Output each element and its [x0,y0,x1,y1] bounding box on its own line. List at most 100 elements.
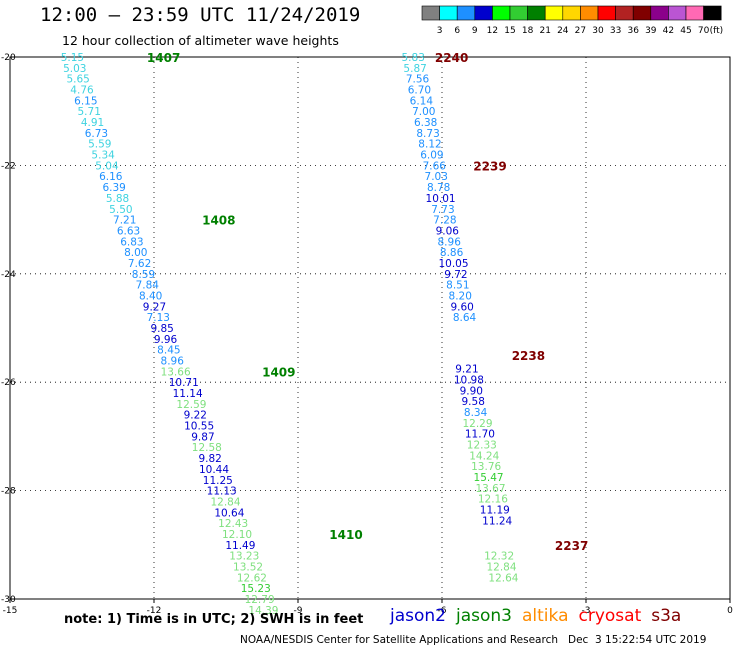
swh-value: 11.24 [482,515,512,527]
track-label: 1410 [329,528,362,542]
swh-value: 7.56 [406,74,430,86]
page-subtitle: 12 hour collection of altimeter wave hei… [62,33,339,48]
swh-value: 9.27 [143,301,166,313]
swh-value: 12.79 [245,594,275,606]
satellite-jason2: jason2 [390,606,446,626]
track-2240: 5.835.877.566.706.147.006.388.738.126.09… [402,51,469,162]
swh-value: 9.72 [444,269,467,281]
swh-value: 12.10 [222,529,252,541]
satellite-altika: altika [522,606,569,626]
swh-value: 9.06 [436,225,460,237]
swh-value: 9.96 [154,334,178,346]
swh-value: 8.12 [418,139,441,151]
track-label: 2240 [435,51,468,65]
legend-label: 30 [592,26,604,36]
swh-value: 15.47 [474,472,504,484]
track-label: 2239 [473,159,506,173]
legend-label: 42 [663,26,674,36]
swh-value: 8.20 [449,290,472,302]
swh-value: 9.60 [450,301,473,313]
swh-value: 5.04 [95,160,119,172]
swh-value: 7.13 [147,312,170,324]
swh-value: 8.86 [440,247,464,259]
lon-tick-label: -6 [438,606,447,616]
swh-value: 8.00 [124,247,147,259]
lon-tick-label: -9 [294,606,303,616]
lat-tick-label: -20 [1,53,16,63]
lat-tick-label: -24 [1,270,16,280]
swh-value: 10.64 [214,507,244,519]
swh-value: 10.55 [184,421,214,433]
swh-value: 8.96 [438,236,462,248]
swh-value: 7.84 [136,280,160,292]
swh-value: 5.88 [106,193,129,205]
swh-value: 9.58 [462,396,485,408]
footer-credit: NOAA/NESDIS Center for Satellite Applica… [240,634,707,646]
legend-unit: (ft) [710,26,724,36]
legend-label: 45 [680,26,691,36]
legend-label: 9 [472,26,478,36]
swh-value: 8.51 [446,280,469,292]
swh-value: 9.85 [150,323,173,335]
swh-value: 13.66 [161,366,191,378]
swh-value: 14.39 [248,605,278,617]
swh-value: 8.96 [161,356,185,368]
swh-value: 9.87 [191,431,214,443]
track-label: 1409 [262,365,295,379]
swh-value: 5.15 [61,52,84,64]
swh-value: 10.05 [438,258,468,270]
swh-value: 5.83 [402,52,425,64]
lon-tick-label: -12 [147,606,162,616]
swh-value: 4.91 [81,117,104,129]
swh-value: 12.84 [210,496,240,508]
swh-value: 13.67 [475,483,505,495]
swh-value: 6.73 [85,128,108,140]
legend-label: 18 [522,26,534,36]
track-label: 2237 [555,539,588,553]
swh-value: 11.25 [203,475,233,487]
swh-value: 8.45 [157,345,180,357]
swh-value: 12.32 [484,551,514,563]
legend-label: 3 [437,26,443,36]
swh-value: 7.73 [431,204,454,216]
swh-value: 8.64 [453,312,477,324]
track-label: 2238 [512,349,545,363]
swh-value: 13.76 [471,461,501,473]
lat-tick-label: -26 [1,378,16,388]
swh-value: 8.78 [427,182,450,194]
color-legend: 3 6 9 12 15 18 21 24 27 30 33 36 39 42 45 70 (ft) [421,5,724,36]
track-label: 1408 [202,214,235,228]
swh-value: 7.21 [113,215,136,227]
legend-label: 39 [645,26,657,36]
swh-value: 11.49 [225,540,255,552]
swh-value: 8.40 [139,290,162,302]
track-2239: 7.667.038.7810.017.737.289.068.968.8610.… [423,159,507,324]
lon-tick-label: -15 [3,606,18,616]
swh-value: 5.65 [66,74,89,86]
legend-label: 33 [610,26,621,36]
swh-value: 6.09 [420,150,443,162]
swh-value: 10.01 [426,193,456,205]
swh-value: 5.71 [78,106,101,118]
swh-value: 12.33 [467,440,497,452]
swh-value: 5.03 [63,63,86,75]
swh-value: 4.76 [70,85,94,97]
swh-value: 6.63 [117,225,140,237]
swh-value: 8.34 [464,407,488,419]
swh-value: 9.22 [184,410,207,422]
swh-value: 5.87 [403,63,426,75]
swh-value: 7.28 [433,215,456,227]
swh-value: 7.00 [412,106,435,118]
swh-value: 12.16 [478,494,508,506]
satellite-s3a: s3a [651,606,682,626]
lat-tick-label: -30 [1,595,16,605]
swh-value: 6.38 [414,117,437,129]
lon-tick-label: -3 [582,606,591,616]
swh-value: 7.62 [128,258,151,270]
swh-value: 10.71 [169,377,199,389]
swh-value: 7.66 [423,160,447,172]
legend-label: 21 [539,26,550,36]
lat-tick-label: -28 [1,487,16,497]
